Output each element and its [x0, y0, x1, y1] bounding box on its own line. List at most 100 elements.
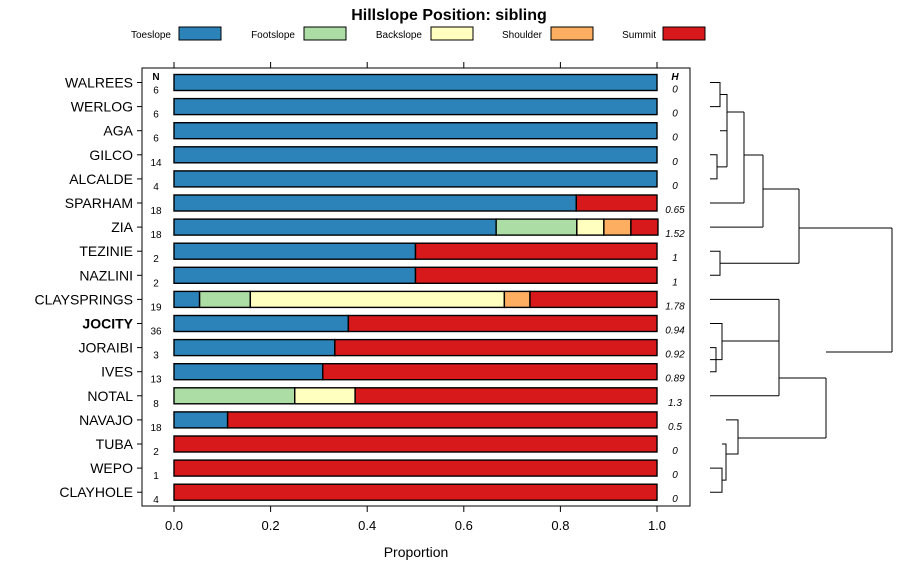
- n-value: 19: [150, 302, 162, 313]
- h-value: 0: [672, 181, 678, 192]
- legend-swatch-backslope: [430, 26, 474, 41]
- h-value: 1: [672, 253, 678, 264]
- legend-label-footslope: Footslope: [251, 30, 295, 41]
- bar-segment-shoulder: [503, 290, 531, 309]
- row-claysprings: CLAYSPRINGS 19 1.78: [34, 290, 685, 313]
- bar-segment-summit: [414, 242, 658, 260]
- bar-segment-summit: [334, 338, 658, 357]
- legend-swatch-footslope: [303, 26, 347, 41]
- category-label: WERLOG: [71, 99, 133, 115]
- legend: Toeslope Footslope Backslope Shoulder Summit: [131, 26, 706, 41]
- row-ives: IVES 13 0.89: [101, 363, 685, 386]
- h-value: 0: [672, 494, 678, 505]
- bar-segment-toeslope: [173, 363, 324, 381]
- h-value: 0.65: [665, 205, 685, 216]
- row-tuba: TUBA 2 0: [96, 435, 678, 458]
- h-value: 0.94: [665, 326, 685, 337]
- bar-segment-toeslope: [173, 218, 497, 236]
- row-sparham: SPARHAM 18 0.65: [65, 194, 685, 217]
- category-label: CLAYHOLE: [59, 484, 133, 500]
- legend-label-backslope: Backslope: [376, 30, 423, 41]
- x-tick-label: 0.8: [551, 518, 569, 533]
- bar-segment-summit: [173, 459, 658, 477]
- h-value: 1.3: [668, 398, 682, 409]
- bar-segment-summit: [414, 266, 658, 284]
- row-wepo: WEPO 1 0: [90, 459, 678, 482]
- bar-segment-summit: [347, 314, 658, 333]
- n-value: 6: [153, 110, 159, 121]
- n-value: 1: [153, 471, 159, 482]
- x-tick-label: 1.0: [648, 518, 666, 533]
- x-axis-label: Proportion: [384, 544, 449, 560]
- category-label: ALCALDE: [69, 171, 133, 187]
- category-label: JOCITY: [82, 316, 133, 332]
- n-value: 14: [150, 158, 162, 169]
- legend-label-toeslope: Toeslope: [131, 30, 171, 41]
- category-label: JORAIBI: [79, 340, 133, 356]
- category-label: NAVAJO: [79, 412, 133, 428]
- n-value: 13: [150, 375, 162, 386]
- category-label: WALREES: [65, 75, 133, 91]
- n-value: 36: [150, 327, 162, 338]
- bar-segment-toeslope: [173, 338, 336, 357]
- dendro-link: [726, 419, 739, 455]
- legend-swatch-toeslope: [178, 26, 222, 41]
- bar-segment-summit: [173, 483, 658, 501]
- dendro-link: [722, 443, 727, 481]
- bar-segment-toeslope: [173, 194, 578, 212]
- bar-segment-toeslope: [173, 266, 417, 284]
- bar-segment-footslope: [495, 218, 578, 236]
- h-value: 0: [672, 470, 678, 481]
- bar-segment-backslope: [294, 387, 356, 405]
- legend-label-shoulder: Shoulder: [502, 30, 543, 41]
- n-value: 6: [153, 86, 159, 97]
- row-jocity: JOCITY 36 0.94: [82, 314, 685, 338]
- h-value: 0: [672, 85, 678, 96]
- h-value: 0.5: [668, 422, 682, 433]
- category-label: GILCO: [89, 147, 133, 163]
- row-werlog: WERLOG 6 0: [71, 97, 678, 121]
- bar-segment-summit: [173, 435, 658, 453]
- x-tick-label: 0.4: [358, 518, 376, 533]
- bar-segment-toeslope: [173, 121, 658, 140]
- category-label: AGA: [103, 123, 133, 139]
- n-value: 4: [153, 182, 159, 193]
- h-column-header: H: [671, 72, 679, 83]
- bar-segment-summit: [226, 411, 658, 429]
- bar-segment-toeslope: [173, 314, 350, 333]
- category-label: WEPO: [90, 460, 133, 476]
- category-label: NAZLINI: [79, 267, 133, 283]
- category-label: TEZINIE: [79, 243, 133, 259]
- row-joraibi: JORAIBI 3 0.92: [79, 338, 685, 362]
- n-column-header: N: [152, 72, 159, 83]
- x-tick-label: 0.0: [165, 518, 183, 533]
- category-label: NOTAL: [87, 388, 133, 404]
- row-walrees: WALREES 6 0: [65, 73, 678, 97]
- n-value: 6: [153, 134, 159, 145]
- bar-segment-summit: [322, 363, 658, 381]
- bar-segment-toeslope: [173, 242, 417, 260]
- bar-segment-summit: [575, 194, 658, 212]
- plot-frame: [141, 67, 691, 507]
- h-value: 0.92: [665, 350, 685, 361]
- h-value: 1: [672, 277, 678, 288]
- n-value: 2: [153, 254, 159, 265]
- bar-segment-backslope: [576, 218, 605, 236]
- bar-segment-summit: [529, 290, 658, 309]
- h-value: 0.89: [665, 374, 685, 385]
- bar-segment-footslope: [198, 290, 252, 309]
- bar-segment-toeslope: [173, 290, 201, 309]
- bar-segment-toeslope: [173, 146, 658, 164]
- legend-swatch-shoulder: [550, 26, 594, 41]
- bar-segment-summit: [354, 387, 658, 405]
- dendrogram: [710, 82, 893, 493]
- row-notal: NOTAL 8 1.3: [87, 387, 682, 410]
- category-label: IVES: [101, 364, 133, 380]
- legend-label-summit: Summit: [622, 30, 656, 41]
- n-value: 2: [153, 278, 159, 289]
- n-value: 4: [153, 495, 159, 506]
- row-gilco: GILCO 14 0: [89, 146, 678, 169]
